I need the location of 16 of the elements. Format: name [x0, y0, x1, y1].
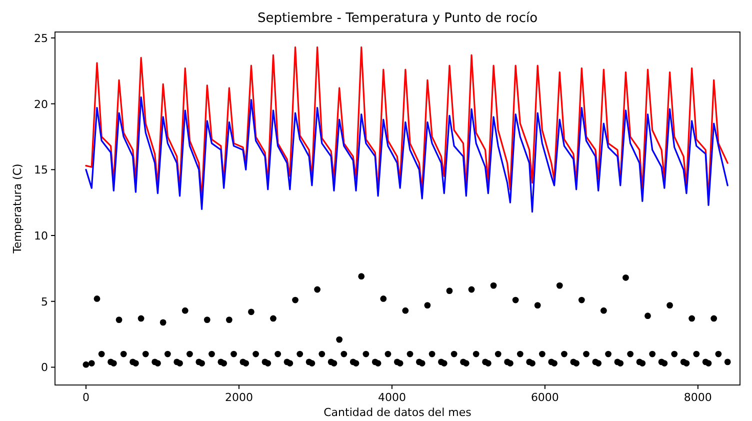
x-axis-title: Cantidad de datos del mes [324, 406, 472, 419]
y-axis-title: Temperatura (C) [11, 164, 24, 254]
x-tick-label: 4000 [378, 391, 406, 404]
y-tick-label: 15 [34, 164, 48, 177]
line-series [85, 46, 728, 200]
x-tick-label: 6000 [530, 391, 559, 404]
y-tick-label: 25 [34, 32, 48, 45]
x-tick-label: 8000 [684, 391, 712, 404]
x-tick-label: 2000 [224, 391, 253, 404]
y-tick-label: 5 [41, 295, 48, 308]
y-tick-label: 20 [34, 98, 48, 111]
x-tick-label: 0 [82, 391, 90, 404]
chart-title: Septiembre - Temperatura y Punto de rocío [257, 11, 538, 26]
line-series [85, 96, 728, 213]
y-tick-label: 10 [34, 230, 48, 242]
y-tick-label: 0 [41, 361, 48, 374]
